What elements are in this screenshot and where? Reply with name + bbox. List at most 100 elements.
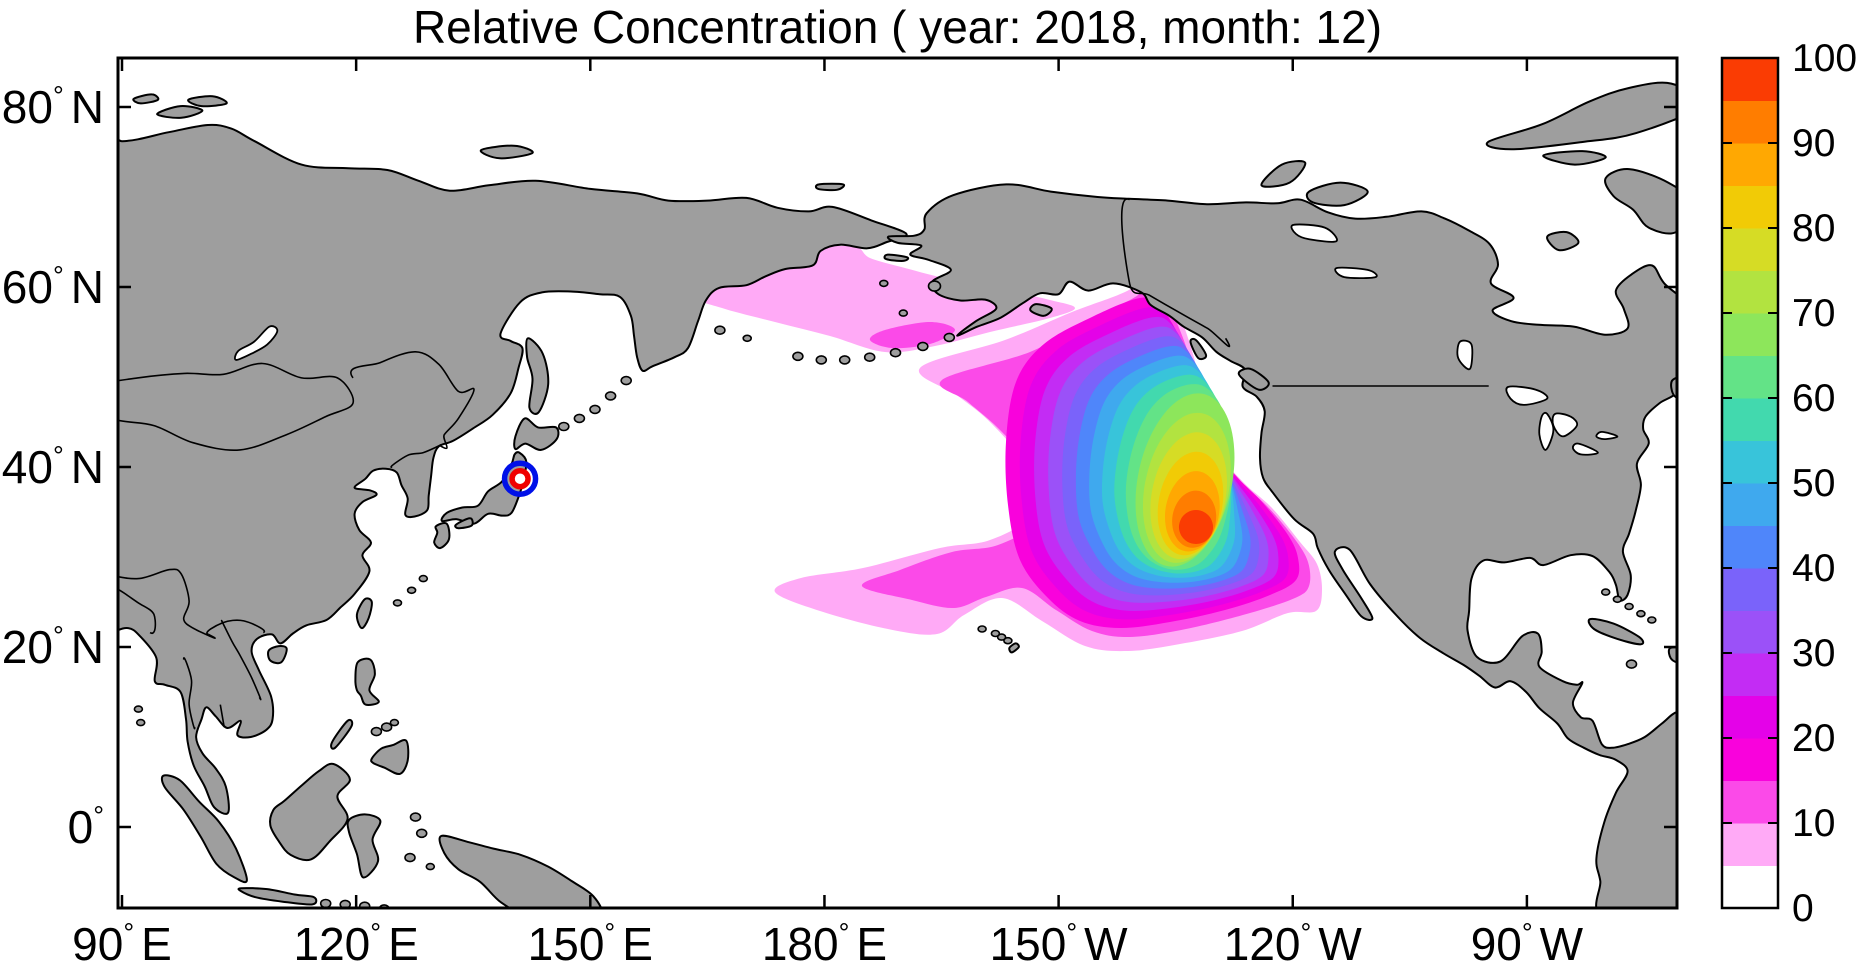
island-dot <box>425 862 436 871</box>
land-severnaya-zemlya-3 <box>132 93 160 105</box>
colorbar-band-60-65 <box>1722 355 1778 399</box>
colorbar-band-5-10 <box>1722 823 1778 866</box>
contour-95 <box>1178 510 1214 544</box>
colorbar-tick-label: 60 <box>1792 377 1835 420</box>
land-severnaya-zemlya-1 <box>156 105 204 119</box>
map-border <box>116 56 1679 910</box>
island-dot <box>133 705 144 713</box>
land-severnaya-zemlya-2 <box>187 95 228 108</box>
colorbar-tick-label: 70 <box>1792 292 1835 335</box>
land-java <box>237 887 318 906</box>
colorbar-band-10-15 <box>1722 780 1778 824</box>
lake-winnipeg <box>1456 339 1474 371</box>
colorbar-tick-label: 80 <box>1792 207 1835 250</box>
island-dot <box>927 280 942 292</box>
marker-outer-ring <box>501 460 539 497</box>
source-marker <box>501 460 539 497</box>
border-thai-cambodia <box>219 704 225 728</box>
y-tick-label: 60° N <box>2 261 104 313</box>
island-dot <box>573 413 586 424</box>
land-sulawesi <box>346 813 382 879</box>
island-dot <box>714 325 726 336</box>
island-dot <box>319 898 332 908</box>
x-tick-label: 120° W <box>1224 918 1363 970</box>
lakes-layer <box>234 223 1619 456</box>
island-dot <box>863 352 876 363</box>
x-tick-label: 90° E <box>72 918 172 970</box>
island-dot <box>1003 636 1013 645</box>
land-devon-island <box>1542 150 1607 166</box>
border-china-vietnam <box>206 619 266 636</box>
lake-baikal <box>234 325 279 361</box>
land-hokkaido <box>513 417 560 451</box>
land-st-lawrence-island <box>883 253 910 262</box>
land-sumatra <box>160 774 248 884</box>
island-dot <box>389 718 400 727</box>
lake-ontario <box>1595 430 1619 441</box>
island-dot <box>415 828 428 839</box>
island-dot <box>392 599 403 607</box>
island-dot <box>1612 595 1623 604</box>
colorbar-band-55-60 <box>1722 398 1778 441</box>
island-dot <box>792 351 804 362</box>
island-dot <box>990 629 1001 638</box>
island-dot <box>620 375 633 386</box>
colorbar-band-30-35 <box>1722 610 1778 654</box>
island-dot <box>943 332 956 343</box>
island-dot <box>406 586 417 595</box>
land-haida-gwaii <box>1189 337 1208 361</box>
island-dot <box>409 812 422 822</box>
land-taiwan <box>355 597 373 630</box>
island-dot <box>404 852 416 863</box>
land-shikoku <box>454 517 474 530</box>
colorbar-tick-label: 100 % <box>1792 37 1863 80</box>
island-dot <box>815 355 828 365</box>
colorbar-tick-label: 20 <box>1792 717 1835 760</box>
island-dot <box>1600 588 1611 596</box>
island-dot <box>898 309 909 317</box>
island-dot <box>339 899 351 908</box>
border-vietnam-laos <box>220 619 262 701</box>
axis-labels: 90° E 120° E 150° E 180° E 150° W 120° W 90° W 80° N 60°… <box>2 81 1584 970</box>
x-tick-label: 150° E <box>528 918 653 970</box>
island-dot <box>418 574 429 583</box>
border-himalaya <box>118 568 216 639</box>
land-hispaniola <box>1667 646 1677 664</box>
island-dot <box>838 355 851 365</box>
land-wrangel-island <box>814 182 846 192</box>
island-dot <box>742 334 753 343</box>
border-mongolia <box>118 362 355 451</box>
colorbar-band-25-30 <box>1722 653 1778 696</box>
colorbar-band-90-95 <box>1722 100 1778 144</box>
land-baffin-island <box>1604 168 1677 235</box>
land-new-guinea <box>438 834 603 908</box>
lake-huron <box>1551 412 1579 438</box>
contour-bering-10 <box>869 322 955 349</box>
island-dot <box>1636 609 1646 618</box>
colorbar-band-20-25 <box>1722 695 1778 739</box>
colorbar-band-95-100 <box>1722 58 1778 101</box>
x-tick-label: 90° W <box>1471 918 1584 970</box>
y-tick-label: 20° N <box>2 621 104 673</box>
land-layer <box>118 81 1677 908</box>
land-mindanao <box>370 739 410 776</box>
land-ellesmere <box>1485 81 1677 151</box>
border-alaska-141w <box>1120 198 1231 348</box>
island-dot <box>135 718 146 727</box>
island-dot <box>1647 616 1657 624</box>
colorbar-band-0-5 <box>1722 865 1778 909</box>
land-borneo <box>269 762 351 862</box>
x-tick-label: 120° E <box>294 918 419 970</box>
land-luzon <box>354 657 380 706</box>
great-slave-lake <box>1334 266 1378 280</box>
small-islands-layer <box>133 279 1657 908</box>
y-tick-label: 0° <box>68 801 104 853</box>
colorbar-band-40-45 <box>1722 525 1778 569</box>
x-tick-label: 150° W <box>990 918 1129 970</box>
great-bear-lake <box>1290 223 1338 243</box>
colorbar-tick-label: 50 <box>1792 462 1835 505</box>
island-dot <box>889 347 902 358</box>
colorbar-band-15-20 <box>1722 738 1778 781</box>
